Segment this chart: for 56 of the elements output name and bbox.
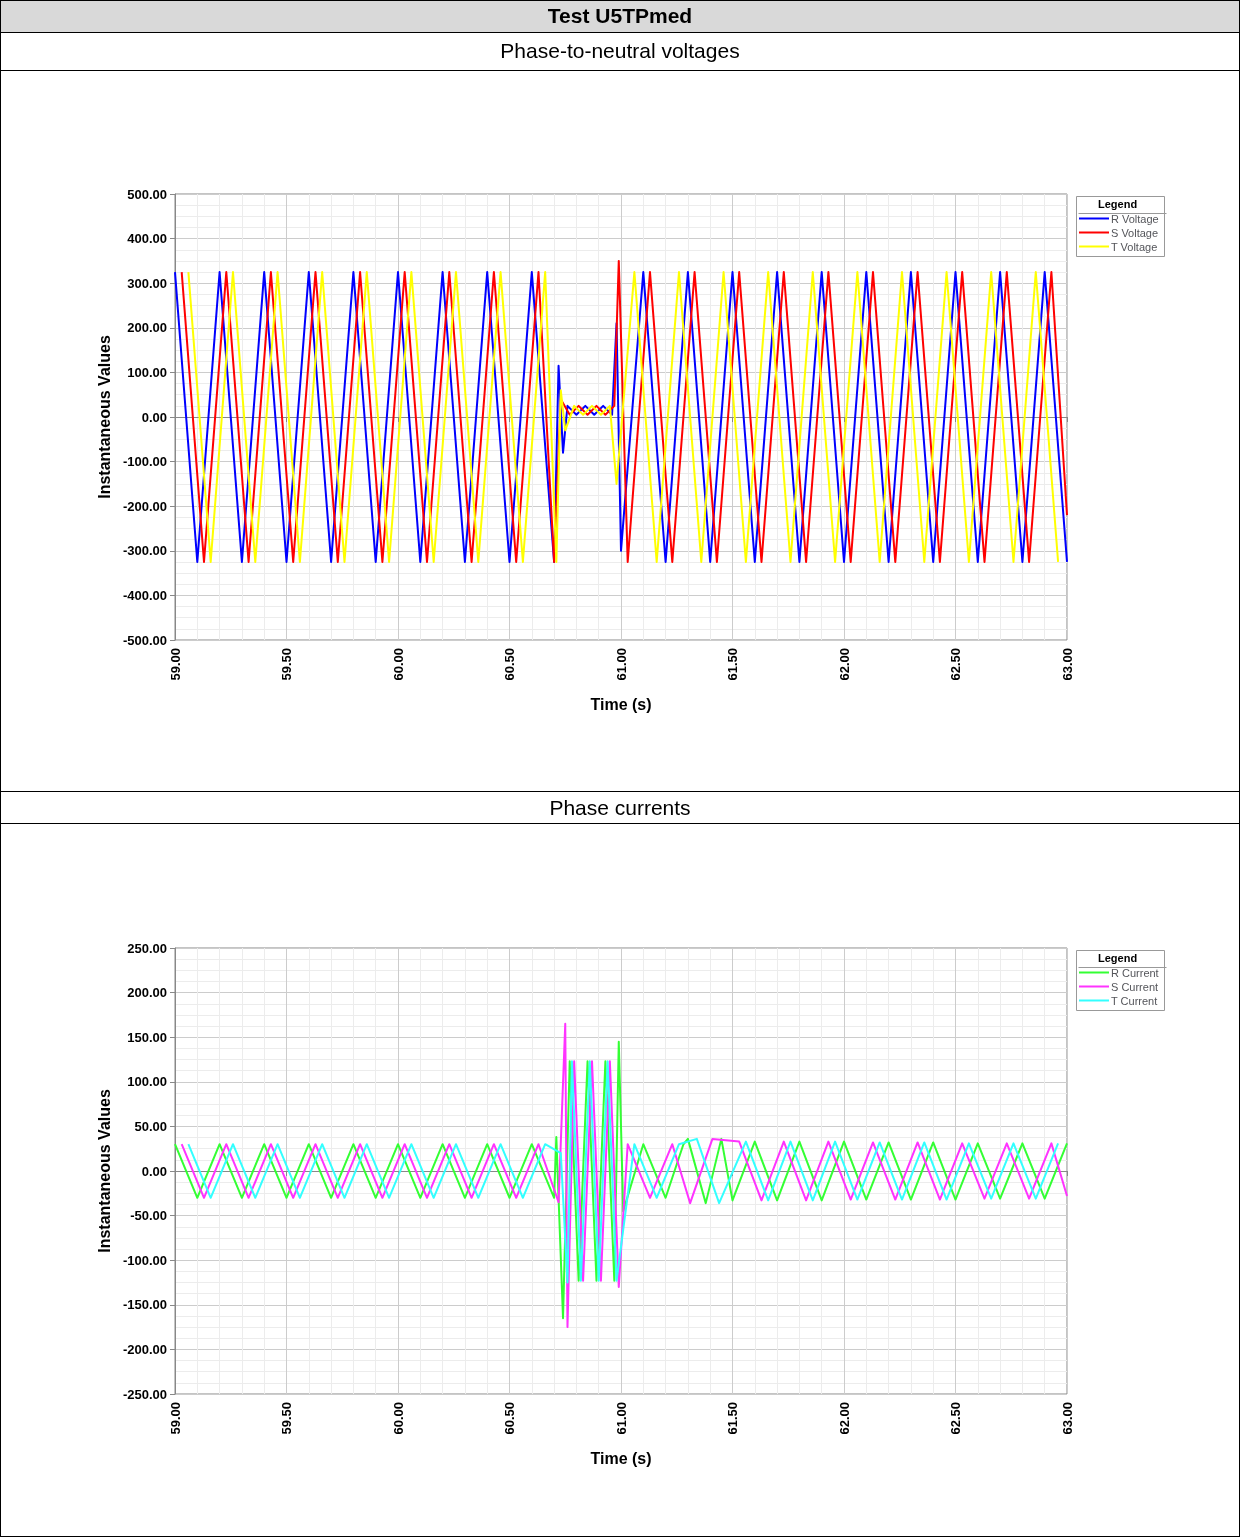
y-axis-title: Instantaneous Values (95, 1089, 113, 1253)
y-tick-label: 0.00 (141, 409, 167, 425)
x-tick-label: 59.50 (279, 648, 294, 681)
legend-title: Legend (1098, 951, 1138, 964)
x-tick-label: 59.50 (279, 1402, 294, 1435)
y-tick-label: -50.00 (130, 1208, 167, 1224)
y-tick-label: -200.00 (122, 498, 167, 514)
legend-label: S Voltage (1111, 226, 1159, 239)
x-axis-title: Time (s) (590, 695, 652, 713)
x-tick-label: 61.50 (725, 648, 740, 681)
y-tick-label: 250.00 (127, 940, 167, 956)
x-tick-label: 61.00 (613, 1402, 629, 1435)
x-tick-label: 59.00 (167, 1402, 183, 1435)
y-tick-label: 50.00 (134, 1118, 167, 1134)
x-tick-label: 59.00 (167, 648, 183, 681)
x-tick-label: 62.00 (836, 1402, 852, 1435)
x-axis-title: Time (s) (590, 1449, 652, 1467)
legend-label: S Current (1111, 980, 1159, 993)
y-tick-label: 0.00 (141, 1163, 167, 1179)
x-tick-label: 60.50 (502, 1402, 517, 1435)
y-tick-label: 500.00 (127, 186, 167, 202)
x-tick-label: 63.00 (1059, 648, 1075, 681)
y-tick-label: 200.00 (127, 320, 167, 336)
y-tick-label: 150.00 (127, 1029, 167, 1045)
x-tick-label: 60.00 (390, 1402, 406, 1435)
y-tick-label: 100.00 (127, 364, 167, 380)
x-tick-label: 62.50 (948, 648, 963, 681)
y-tick-label: -100.00 (122, 454, 167, 470)
legend-title: Legend (1098, 197, 1138, 210)
x-tick-label: 62.50 (948, 1402, 963, 1435)
legend-label: T Voltage (1111, 240, 1158, 253)
y-tick-label: 100.00 (127, 1074, 167, 1090)
chart-subtitle: Phase-to-neutral voltages (1, 33, 1239, 71)
y-tick-label: -150.00 (122, 1297, 167, 1313)
legend-label: T Current (1111, 994, 1158, 1007)
y-tick-label: -100.00 (122, 1252, 167, 1268)
legend-label: R Current (1111, 966, 1159, 979)
line-series (187, 1060, 1060, 1284)
y-tick-label: -500.00 (122, 632, 167, 648)
x-tick-label: 63.00 (1059, 1402, 1075, 1435)
x-tick-label: 62.00 (836, 648, 852, 681)
y-tick-label: -400.00 (122, 587, 167, 603)
y-tick-label: 300.00 (127, 275, 167, 291)
x-tick-label: 60.00 (390, 648, 406, 681)
x-tick-label: 61.00 (613, 648, 629, 681)
y-axis-title: Instantaneous Values (95, 335, 113, 499)
legend-label: R Voltage (1111, 212, 1159, 225)
x-tick-label: 60.50 (502, 648, 517, 681)
y-tick-label: -300.00 (122, 543, 167, 559)
x-tick-label: 61.50 (725, 1402, 740, 1435)
y-tick-label: 400.00 (127, 231, 167, 247)
y-tick-label: -250.00 (122, 1386, 167, 1402)
y-tick-label: -200.00 (122, 1341, 167, 1357)
chart-title: Phase currents (1, 791, 1239, 824)
chart-title: Test U5TPmed (1, 1, 1239, 33)
y-tick-label: 200.00 (127, 985, 167, 1001)
